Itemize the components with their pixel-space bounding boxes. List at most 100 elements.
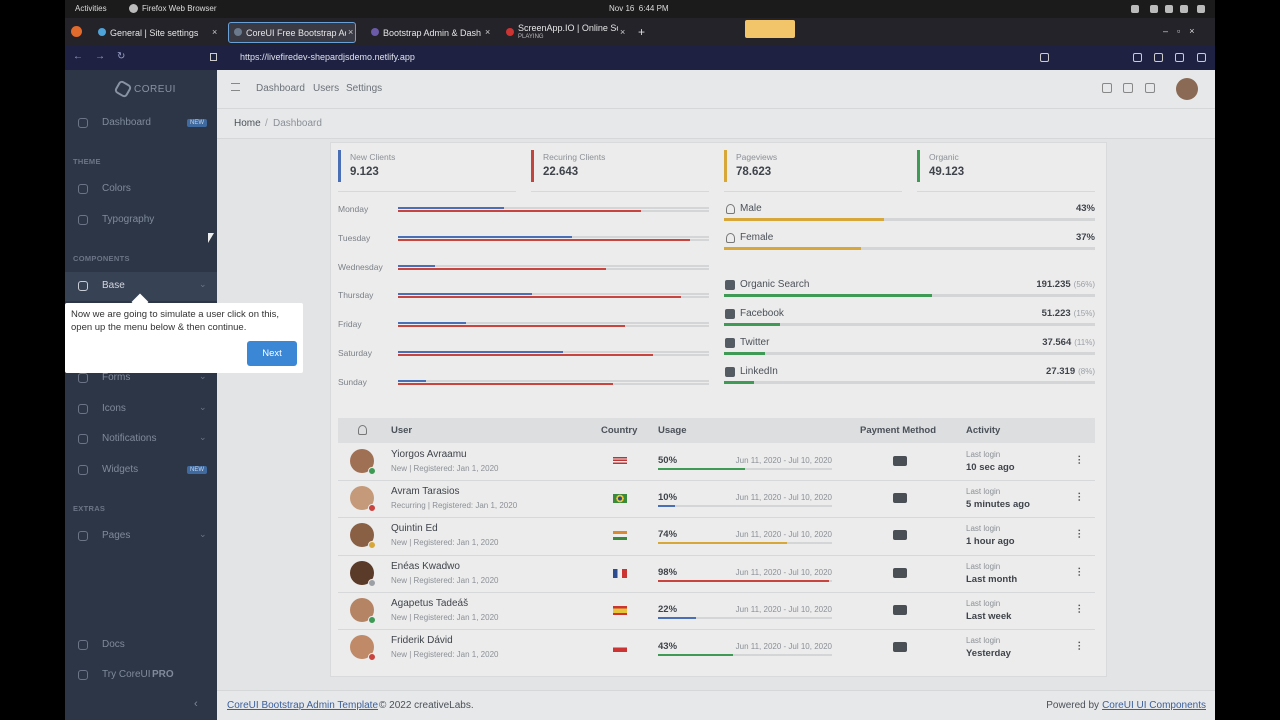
stat-divider — [724, 191, 902, 192]
sidebar-link[interactable]: Docs — [102, 639, 125, 650]
usage-label: 98% — [658, 566, 678, 578]
breadcrumb-separator: / — [265, 118, 268, 129]
sidebar-collapse[interactable]: ‹ — [194, 698, 198, 710]
row-menu[interactable]: ··· — [1073, 529, 1084, 540]
new-tab[interactable]: + — [638, 25, 646, 39]
row-menu[interactable]: ··· — [1073, 492, 1084, 503]
usage-track — [658, 468, 832, 470]
stat-label: Recuring Clients — [543, 152, 606, 162]
traffic-label: Twitter — [740, 337, 770, 348]
header-icon[interactable] — [1145, 83, 1155, 93]
last-login: Yesterday — [966, 648, 1011, 659]
usage-label: 10% — [658, 492, 678, 504]
last-login-label: Last login — [966, 561, 1001, 571]
user-name: Enéas Kwadwo — [391, 560, 460, 572]
header-icon[interactable] — [1123, 83, 1133, 93]
stat-value: 78.623 — [736, 166, 772, 178]
sidebar-link[interactable]: Pages — [102, 530, 131, 541]
tour-next-label[interactable]: Next — [262, 348, 282, 359]
weekday-track — [398, 264, 709, 267]
hamburger[interactable] — [231, 83, 240, 91]
tab-title[interactable]: ScreenApp.IO | Online Sc — [518, 23, 618, 33]
url[interactable]: https://livefiredev-shepardjsdemo.netlif… — [240, 52, 415, 62]
tab-title[interactable]: Bootstrap Admin & Dash — [383, 28, 482, 38]
sidebar-heading: EXTRAS — [73, 504, 106, 513]
row-menu[interactable]: ··· — [1073, 603, 1084, 614]
toolbar-icon — [1040, 53, 1049, 62]
active-tab[interactable] — [228, 22, 356, 43]
row-menu[interactable]: ··· — [1073, 455, 1084, 465]
sidebar-link[interactable]: Forms — [102, 372, 131, 383]
sidebar-icon — [78, 670, 88, 680]
tour-next-button[interactable] — [247, 341, 297, 366]
sidebar-link[interactable]: Dashboard — [102, 117, 151, 128]
tab-title[interactable]: CoreUI Free Bootstrap Ad — [246, 28, 346, 38]
sidebar-heading: COMPONENTS — [73, 254, 130, 263]
firefox-menu[interactable] — [71, 26, 82, 37]
footer-copyright: © 2022 creativeLabs. — [379, 700, 474, 711]
footer-link[interactable]: CoreUI Bootstrap Admin Template — [227, 700, 379, 711]
footer-right: Powered by CoreUI UI Components — [1046, 700, 1206, 711]
tab-title[interactable]: General | Site settings — [110, 28, 199, 38]
user-name: Quintin Ed — [391, 523, 438, 535]
header-icon[interactable] — [1102, 83, 1112, 93]
header-nav[interactable]: Dashboard — [256, 83, 305, 94]
traffic-bar — [724, 352, 765, 355]
user-name: Agapetus Tadeáš — [391, 597, 469, 609]
header-nav[interactable]: Users — [313, 83, 340, 94]
chevron: ⌄ — [199, 371, 207, 381]
tab-close[interactable]: × — [348, 27, 354, 37]
tab-close[interactable]: × — [620, 27, 626, 37]
sidebar-link[interactable]: Notifications — [102, 433, 157, 444]
sidebar-link[interactable]: Try CoreUI — [102, 669, 151, 680]
stat-border — [917, 150, 920, 182]
payment-icon — [893, 456, 907, 466]
tab-icon — [98, 28, 106, 36]
row-menu[interactable]: ··· — [1073, 566, 1084, 577]
flag — [613, 643, 627, 652]
tray-icon — [1180, 5, 1188, 13]
stat-border — [531, 150, 534, 182]
breadcrumb-home[interactable]: Home — [234, 118, 261, 129]
sidebar-link[interactable]: Base — [102, 280, 125, 291]
header-avatar[interactable] — [1176, 78, 1198, 100]
stat-label: New Clients — [350, 152, 396, 162]
traffic-label: Organic Search — [740, 279, 810, 290]
sidebar-icon — [78, 531, 88, 541]
app-name: Firefox Web Browser — [142, 4, 217, 13]
weekday-label: Saturday — [338, 348, 373, 358]
tab-close[interactable]: × — [485, 27, 491, 37]
row-divider — [338, 480, 1095, 482]
weekday-bar-recurring — [398, 238, 691, 241]
sidebar-link[interactable]: Typography — [102, 214, 155, 225]
extension-strip — [745, 20, 795, 38]
tour-text: Now we are going to simulate a user clic… — [71, 309, 280, 333]
usage-period: Jun 11, 2020 - Jul 10, 2020 — [735, 642, 832, 651]
gender-track — [724, 247, 1095, 250]
traffic-bar — [724, 381, 754, 384]
column-header: Activity — [966, 425, 1001, 436]
sidebar-icon — [78, 118, 88, 128]
weekday-bar-new — [398, 351, 563, 353]
tab-close[interactable]: × — [212, 27, 218, 37]
traffic-value: 191.235 — [1036, 279, 1071, 290]
footer-powered-link[interactable]: CoreUI UI Components — [1102, 700, 1206, 711]
traffic-percent: (11%) — [1074, 338, 1095, 347]
usage-label: 50% — [658, 455, 678, 466]
sidebar-link[interactable]: Colors — [102, 183, 131, 194]
user-meta: New | Registered: Jan 1, 2020 — [391, 612, 499, 622]
flag — [613, 494, 627, 504]
user-meta: New | Registered: Jan 1, 2020 — [391, 575, 499, 585]
sidebar-link[interactable]: Widgets — [102, 464, 139, 475]
sidebar-link-bold: PRO — [152, 669, 174, 680]
last-login: Last week — [966, 610, 1012, 622]
header-nav[interactable]: Settings — [346, 83, 383, 94]
weekday-bar-new — [398, 264, 436, 267]
stat-divider — [531, 191, 709, 192]
gender-value: 37% — [1075, 232, 1095, 243]
activities[interactable]: Activities — [75, 4, 107, 13]
traffic-right: 51.223 (15%) — [1042, 308, 1095, 319]
row-menu[interactable]: ··· — [1073, 641, 1084, 651]
sidebar-link[interactable]: Icons — [102, 403, 126, 414]
usage-period: Jun 11, 2020 - Jul 10, 2020 — [735, 567, 832, 577]
